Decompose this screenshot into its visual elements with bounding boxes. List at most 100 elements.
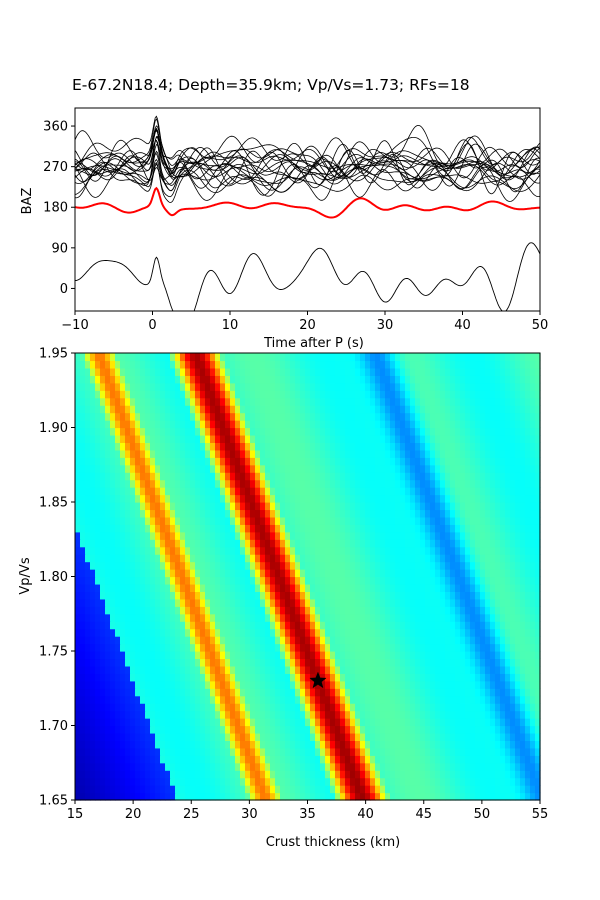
hk-heatmap-cell xyxy=(440,442,446,451)
hk-heatmap-cell xyxy=(255,785,261,794)
hk-heatmap-cell xyxy=(160,598,166,607)
hk-heatmap-cell xyxy=(405,479,411,488)
hk-heatmap-cell xyxy=(535,442,541,451)
hk-heatmap-cell xyxy=(270,747,276,756)
hk-heatmap-cell xyxy=(480,725,486,734)
hk-heatmap-cell xyxy=(500,405,506,414)
rf-x-tick-label: 20 xyxy=(299,318,316,333)
hk-heatmap-cell xyxy=(530,606,536,615)
hk-heatmap-cell xyxy=(145,531,151,540)
hk-heatmap-cell xyxy=(215,427,221,436)
hk-heatmap-cell xyxy=(345,554,351,563)
hk-heatmap-cell xyxy=(185,591,191,600)
hk-heatmap-cell xyxy=(370,464,376,473)
hk-heatmap-cell xyxy=(275,732,281,741)
hk-heatmap-cell xyxy=(105,770,111,779)
hk-heatmap-cell xyxy=(310,569,316,578)
hk-heatmap-cell xyxy=(415,695,421,704)
hk-heatmap-cell xyxy=(530,569,536,578)
hk-heatmap-cell xyxy=(310,718,316,727)
hk-heatmap-cell xyxy=(310,598,316,607)
hk-heatmap-cell xyxy=(435,591,441,600)
hk-heatmap-cell xyxy=(160,524,166,533)
hk-heatmap-cell xyxy=(405,487,411,496)
hk-heatmap-cell xyxy=(155,710,161,719)
hk-heatmap-cell xyxy=(160,710,166,719)
hk-heatmap-cell xyxy=(155,569,161,578)
hk-heatmap-cell xyxy=(365,747,371,756)
hk-heatmap-cell xyxy=(370,434,376,443)
hk-heatmap-cell xyxy=(130,628,136,637)
hk-heatmap-cell xyxy=(305,747,311,756)
hk-heatmap-cell xyxy=(500,442,506,451)
hk-heatmap-cell xyxy=(445,658,451,667)
hk-heatmap-cell xyxy=(75,792,81,801)
hk-heatmap-cell xyxy=(200,546,206,555)
hk-heatmap-cell xyxy=(205,516,211,525)
hk-heatmap-cell xyxy=(370,732,376,741)
hk-heatmap-cell xyxy=(275,777,281,786)
hk-heatmap-cell xyxy=(300,420,306,429)
hk-heatmap-cell xyxy=(95,554,101,563)
hk-heatmap-cell xyxy=(395,509,401,518)
hk-heatmap-cell xyxy=(190,636,196,645)
hk-heatmap-cell xyxy=(500,546,506,555)
hk-heatmap-cell xyxy=(380,658,386,667)
hk-heatmap-cell xyxy=(400,524,406,533)
hk-heatmap-cell xyxy=(120,427,126,436)
hk-heatmap-cell xyxy=(315,747,321,756)
hk-heatmap-cell xyxy=(415,591,421,600)
hk-heatmap-cell xyxy=(235,487,241,496)
hk-heatmap-cell xyxy=(190,509,196,518)
hk-heatmap-cell xyxy=(335,569,341,578)
hk-heatmap-cell xyxy=(175,762,181,771)
hk-heatmap-cell xyxy=(465,628,471,637)
hk-heatmap-cell xyxy=(360,621,366,630)
hk-heatmap-cell xyxy=(435,755,441,764)
hk-heatmap-cell xyxy=(355,747,361,756)
hk-heatmap-cell xyxy=(515,770,521,779)
hk-heatmap-cell xyxy=(525,546,531,555)
hk-heatmap-cell xyxy=(95,539,101,548)
hk-heatmap-cell xyxy=(480,688,486,697)
hk-heatmap-cell xyxy=(200,740,206,749)
hk-heatmap-cell xyxy=(225,613,231,622)
hk-heatmap-cell xyxy=(245,457,251,466)
hk-heatmap-cell xyxy=(130,412,136,421)
hk-heatmap-cell xyxy=(270,412,276,421)
hk-heatmap-cell xyxy=(260,740,266,749)
hk-heatmap-cell xyxy=(450,740,456,749)
hk-heatmap-cell xyxy=(290,516,296,525)
hk-heatmap-cell xyxy=(220,420,226,429)
hk-heatmap-cell xyxy=(100,785,106,794)
hk-heatmap-cell xyxy=(170,524,176,533)
hk-heatmap-cell xyxy=(105,554,111,563)
hk-heatmap-cell xyxy=(355,695,361,704)
hk-heatmap-cell xyxy=(260,479,266,488)
hk-heatmap-cell xyxy=(510,442,516,451)
hk-heatmap-cell xyxy=(240,442,246,451)
hk-heatmap-cell xyxy=(225,546,231,555)
hk-heatmap-cell xyxy=(420,569,426,578)
hk-heatmap-cell xyxy=(470,688,476,697)
hk-heatmap-cell xyxy=(450,420,456,429)
hk-heatmap-cell xyxy=(525,732,531,741)
hk-heatmap-cell xyxy=(500,434,506,443)
hk-heatmap-cell xyxy=(335,755,341,764)
hk-heatmap-cell xyxy=(280,427,286,436)
hk-heatmap-cell xyxy=(75,621,81,630)
hk-heatmap-cell xyxy=(220,509,226,518)
hk-heatmap-cell xyxy=(160,412,166,421)
hk-heatmap-cell xyxy=(445,427,451,436)
hk-heatmap-cell xyxy=(165,658,171,667)
hk-heatmap-cell xyxy=(280,628,286,637)
hk-heatmap-cell xyxy=(140,606,146,615)
hk-heatmap-cell xyxy=(405,725,411,734)
hk-heatmap-cell xyxy=(300,472,306,481)
hk-heatmap-cell xyxy=(160,509,166,518)
hk-heatmap-cell xyxy=(200,464,206,473)
hk-heatmap-cell xyxy=(385,569,391,578)
hk-heatmap-cell xyxy=(415,770,421,779)
hk-heatmap-cell xyxy=(490,598,496,607)
hk-heatmap-cell xyxy=(295,598,301,607)
